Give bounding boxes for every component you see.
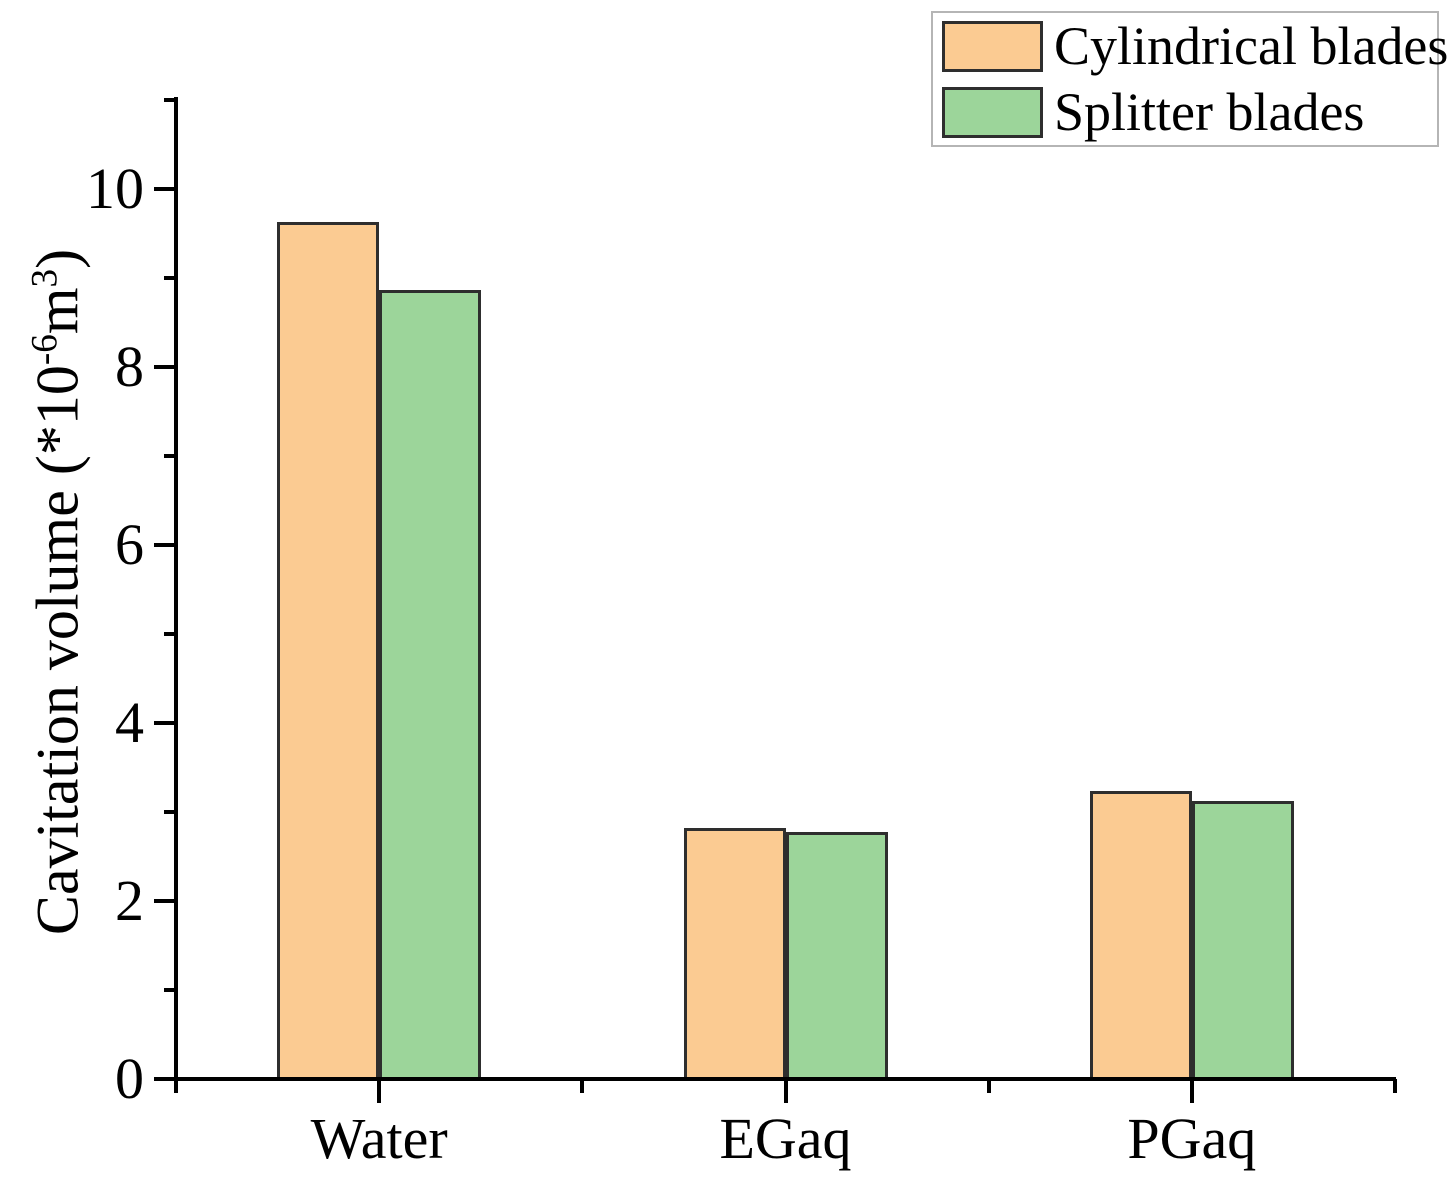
y-minor-tick-11 (164, 98, 178, 102)
y-tick-label-8: 8 (115, 334, 144, 399)
y-tick-label-4: 4 (115, 690, 144, 755)
x-tick-label-pgaq: PGaq (1127, 1106, 1257, 1171)
bar-cylindrical-blades-egaq (683, 828, 786, 1081)
y-minor-tick-1 (164, 988, 178, 992)
y-axis-title-superscript: 3 (24, 268, 66, 288)
y-axis-title-text: Cavitation volume (*10 (24, 365, 91, 936)
x-tick-label-egaq: EGaq (719, 1106, 852, 1171)
bar-splitter-blades-egaq (785, 832, 888, 1081)
y-tick-label-0: 0 (115, 1046, 144, 1111)
x-minor-tick-3 (1393, 1079, 1397, 1093)
y-major-tick-8 (154, 365, 178, 369)
y-major-tick-0 (154, 1077, 178, 1081)
y-major-tick-6 (154, 543, 178, 547)
y-minor-tick-3 (164, 810, 178, 814)
y-axis-title-text: ) (24, 248, 91, 269)
y-minor-tick-5 (164, 632, 178, 636)
legend-label-cylindrical-blades: Cylindrical blades (1054, 16, 1449, 76)
y-tick-label-10: 10 (86, 156, 144, 221)
legend-item-cylindrical-blades: Cylindrical blades (942, 19, 1448, 73)
x-major-tick-pgaq (1189, 1079, 1194, 1103)
x-major-tick-egaq (783, 1079, 788, 1103)
y-axis-title-text: m (24, 287, 91, 335)
y-minor-tick-7 (164, 454, 178, 458)
y-axis-title: Cavitation volume (*10-6m3) (24, 249, 93, 935)
legend: Cylindrical blades Splitter blades (931, 11, 1448, 147)
legend-item-splitter-blades: Splitter blades (942, 85, 1437, 139)
legend-label-splitter-blades: Splitter blades (1054, 82, 1365, 142)
y-major-tick-10 (154, 187, 178, 191)
y-axis-line (174, 97, 178, 1082)
y-tick-label-2: 2 (115, 868, 144, 933)
y-tick-label-6: 6 (115, 512, 144, 577)
y-minor-tick-9 (164, 276, 178, 280)
bar-splitter-blades-water (379, 290, 482, 1081)
y-major-tick-2 (154, 899, 178, 903)
x-minor-tick-2 (986, 1079, 991, 1093)
x-tick-label-water: Water (310, 1106, 448, 1171)
bar-splitter-blades-pgaq (1191, 801, 1294, 1081)
legend-swatch-splitter-blades (942, 86, 1043, 138)
x-major-tick-water (377, 1079, 382, 1103)
x-minor-tick-0 (174, 1079, 178, 1093)
x-minor-tick-1 (580, 1079, 585, 1093)
bar-cylindrical-blades-pgaq (1089, 791, 1192, 1081)
bar-cylindrical-blades-water (277, 222, 380, 1081)
y-axis-title-superscript: -6 (24, 334, 66, 366)
x-axis-line (174, 1077, 1396, 1081)
legend-swatch-cylindrical-blades (942, 20, 1043, 72)
y-major-tick-4 (154, 721, 178, 725)
